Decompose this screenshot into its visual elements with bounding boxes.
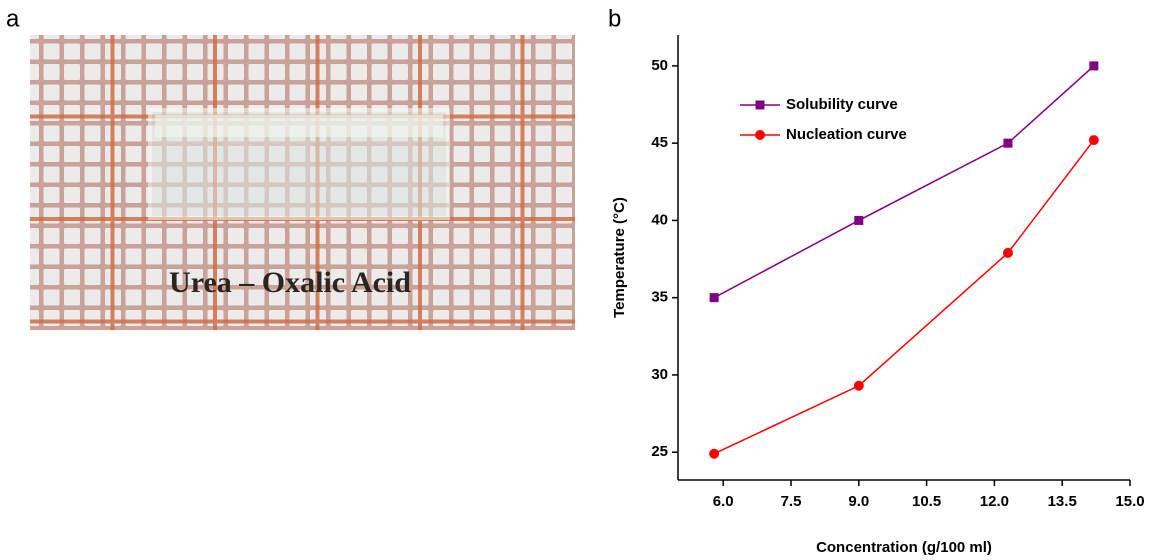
photo-caption: Urea – Oxalic Acid (169, 266, 411, 299)
y-tick-label: 35 (651, 289, 668, 306)
panel-label: b (608, 5, 621, 32)
series-line (713, 65, 1095, 299)
x-tick-label: 10.5 (912, 493, 941, 510)
y-tick-label: 40 (651, 211, 668, 228)
y-tick-label: 45 (651, 134, 668, 151)
x-tick-label: 9.0 (848, 493, 869, 510)
data-point (854, 215, 864, 225)
data-point (1088, 135, 1099, 146)
x-axis-label: Concentration (g/100 ml) (816, 539, 992, 556)
y-tick-label: 50 (651, 57, 668, 74)
photo: Urea – Oxalic Acid (30, 35, 575, 330)
data-point (853, 380, 864, 391)
y-tick-label: 25 (651, 443, 668, 460)
data-point (1089, 61, 1099, 71)
data-point (709, 293, 719, 303)
panel-label: a (6, 5, 20, 32)
legend-marker (755, 100, 765, 110)
series-line (713, 139, 1095, 455)
x-tick-label: 7.5 (781, 493, 802, 510)
y-axis-label: Temperature (°C) (611, 197, 628, 318)
data-point (1003, 138, 1013, 148)
chart: 25 30 35 40 45 50 6.0 7.5 9.0 10.5 12.0 13.5 15.0 Con… (611, 35, 1145, 556)
data-point (709, 448, 720, 459)
x-tick-label: 13.5 (1048, 493, 1077, 510)
x-tick-label: 15.0 (1115, 493, 1144, 510)
x-tick-label: 12.0 (980, 493, 1009, 510)
legend-label: Nucleation curve (786, 126, 907, 143)
x-tick-label: 6.0 (713, 493, 734, 510)
legend-label: Solubility curve (786, 96, 898, 113)
legend-marker (755, 130, 765, 140)
data-point (1002, 247, 1013, 258)
y-tick-label: 30 (651, 366, 668, 383)
